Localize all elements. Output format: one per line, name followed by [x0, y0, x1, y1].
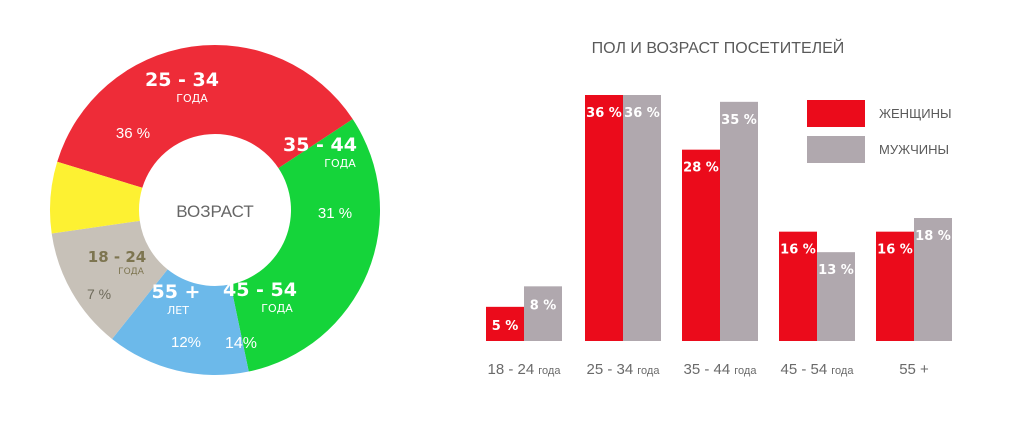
bar-women [682, 149, 720, 341]
donut-slice-label: 35 - 44 [283, 134, 357, 156]
bar-women [486, 306, 524, 341]
bar-women [779, 231, 817, 341]
donut-slice-label: 18 - 24 [88, 248, 146, 266]
donut-slice-value: 12% [171, 334, 201, 351]
legend-label: МУЖЧИНЫ [879, 142, 949, 157]
donut-slice [112, 269, 249, 376]
bar-value-label: 36 % [586, 106, 622, 121]
donut-slice [57, 44, 353, 188]
category-label: 25 - 34 года [587, 361, 661, 378]
donut-slice [51, 220, 168, 339]
category-label: 18 - 24 года [488, 361, 562, 378]
donut-slice-label: 45 - 54 [223, 279, 297, 301]
donut-slice-value: 7 % [87, 286, 111, 302]
donut-slice-value: 14% [225, 335, 257, 352]
bar-value-label: 35 % [721, 113, 757, 128]
donut-slice-sublabel: ГОДА [176, 92, 208, 105]
donut-slice-value: 36 % [116, 125, 150, 142]
bar-value-label: 8 % [530, 298, 557, 313]
donut-slice-label: 25 - 34 [145, 69, 219, 91]
bar-men [623, 95, 661, 341]
donut-slice-sublabel: ГОДА [324, 157, 356, 170]
donut-slice-sublabel: ГОДА [261, 302, 293, 315]
legend-swatch [807, 100, 865, 127]
donut-slice-sublabel: ГОДА [118, 267, 145, 277]
bar-value-label: 36 % [624, 106, 660, 121]
donut-slice [49, 161, 143, 234]
bar-value-label: 28 % [683, 161, 719, 176]
donut-slice [230, 119, 381, 372]
category-label: 35 - 44 года [684, 361, 758, 378]
donut-slice-label: 55 + [152, 281, 201, 303]
bar-women [585, 95, 623, 341]
bar-value-label: 5 % [492, 319, 519, 334]
chart-title: ПОЛ И ВОЗРАСТ ПОСЕТИТЕЛЕЙ [592, 38, 845, 57]
category-label: 55 + [899, 361, 929, 378]
donut-slice-value: 31 % [318, 205, 352, 222]
bar-value-label: 13 % [818, 263, 854, 278]
bar-men [524, 286, 562, 341]
legend-label: ЖЕНЩИНЫ [879, 106, 952, 121]
bar-value-label: 16 % [877, 243, 913, 258]
bar-women [876, 231, 914, 341]
bar-men [817, 252, 855, 341]
bar-value-label: 16 % [780, 243, 816, 258]
donut-slice-sublabel: ЛЕТ [167, 304, 189, 317]
legend-swatch [807, 136, 865, 163]
donut-center-label: ВОЗРАСТ [176, 202, 254, 221]
bar-men [914, 218, 952, 341]
bar-men [720, 101, 758, 341]
category-label: 45 - 54 года [781, 361, 855, 378]
bar-value-label: 18 % [915, 229, 951, 244]
